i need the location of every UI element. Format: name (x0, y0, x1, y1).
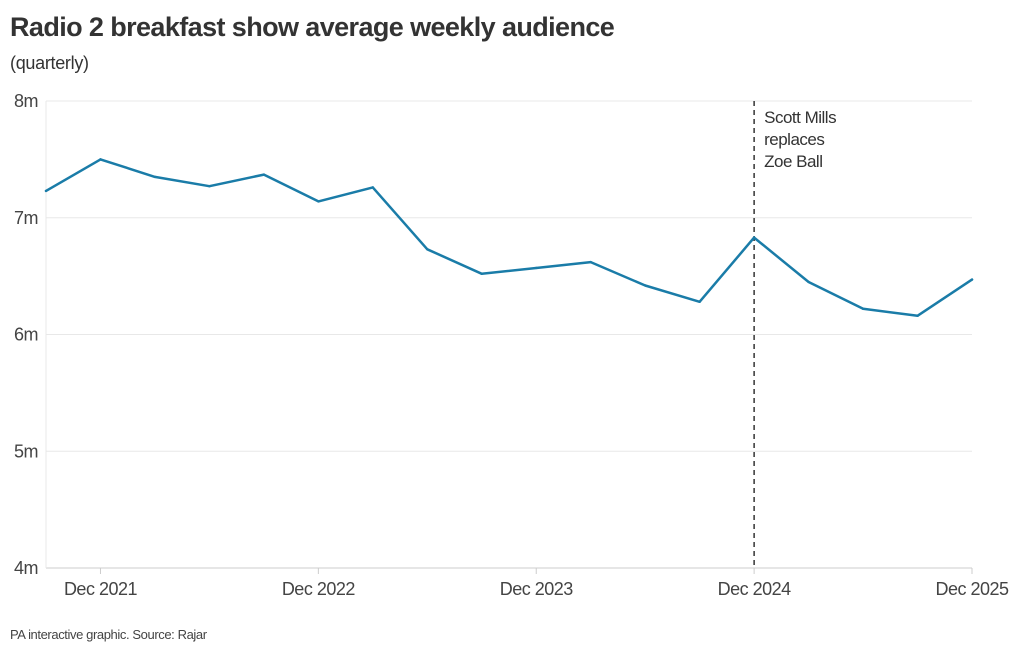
data-point (371, 186, 375, 189)
source-note: PA interactive graphic. Source: Rajar (10, 627, 207, 642)
series-line (44, 158, 974, 318)
x-tick-label: Dec 2022 (282, 579, 356, 599)
annotation-label: Scott Mills (764, 108, 836, 127)
y-tick-label: 4m (14, 558, 38, 578)
annotation-label: replaces (764, 130, 824, 149)
x-tick-label: Dec 2025 (935, 579, 1009, 599)
x-axis-ticks: Dec 2021 Dec 2022 Dec 2023 Dec 2024 Dec 2025 (64, 568, 1010, 599)
data-point (426, 248, 429, 251)
data-point (262, 173, 266, 176)
data-point (807, 280, 810, 284)
data-point (752, 236, 756, 239)
data-point (208, 185, 211, 188)
y-tick-label: 6m (14, 325, 38, 345)
data-point (970, 278, 974, 281)
y-tick-label: 5m (14, 441, 38, 461)
x-tick-label: Dec 2023 (500, 579, 574, 599)
data-point (317, 200, 320, 203)
data-point (589, 260, 592, 264)
chart-title: Radio 2 breakfast show average weekly au… (10, 12, 615, 42)
data-point (535, 266, 538, 270)
data-point (44, 189, 48, 193)
data-point (861, 307, 865, 311)
data-point (99, 158, 102, 161)
data-point (698, 300, 701, 304)
data-point (153, 175, 157, 179)
chart-subtitle: (quarterly) (10, 53, 89, 73)
data-point (480, 272, 483, 275)
annotation: Scott Mills replaces Zoe Ball (753, 101, 837, 568)
y-tick-label: 7m (14, 208, 38, 228)
series (44, 158, 974, 318)
annotation-label: Zoe Ball (764, 152, 822, 171)
x-tick-label: Dec 2024 (718, 579, 792, 599)
data-point (916, 314, 919, 318)
data-point (643, 284, 647, 287)
y-tick-label: 8m (14, 91, 38, 111)
gridlines (45, 100, 972, 569)
y-axis-ticks: 8m 7m 6m 5m 4m (14, 91, 39, 578)
x-tick-label: Dec 2021 (64, 579, 138, 599)
